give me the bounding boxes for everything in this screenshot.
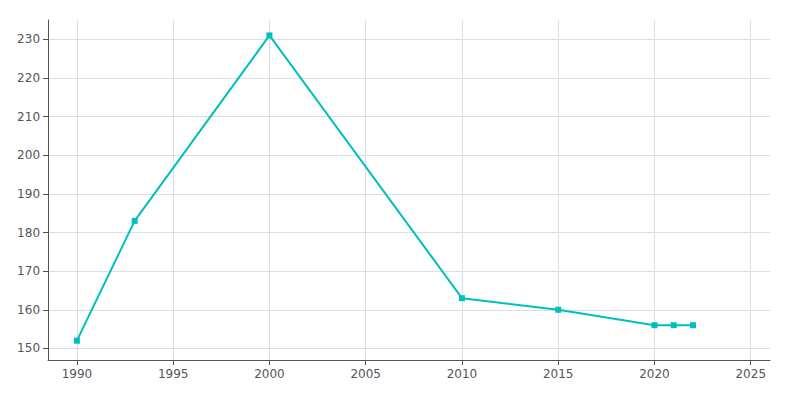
svg-text:220: 220 — [17, 71, 40, 85]
svg-text:2025: 2025 — [735, 367, 766, 381]
svg-text:230: 230 — [17, 32, 40, 46]
svg-text:210: 210 — [17, 110, 40, 124]
svg-text:2000: 2000 — [254, 367, 285, 381]
svg-text:1990: 1990 — [62, 367, 93, 381]
svg-text:170: 170 — [17, 264, 40, 278]
svg-text:1995: 1995 — [158, 367, 189, 381]
svg-text:2020: 2020 — [639, 367, 670, 381]
svg-text:150: 150 — [17, 341, 40, 355]
svg-text:180: 180 — [17, 226, 40, 240]
svg-text:2005: 2005 — [350, 367, 381, 381]
svg-text:2010: 2010 — [447, 367, 478, 381]
svg-text:190: 190 — [17, 187, 40, 201]
svg-text:2015: 2015 — [543, 367, 574, 381]
svg-text:200: 200 — [17, 148, 40, 162]
svg-text:160: 160 — [17, 303, 40, 317]
